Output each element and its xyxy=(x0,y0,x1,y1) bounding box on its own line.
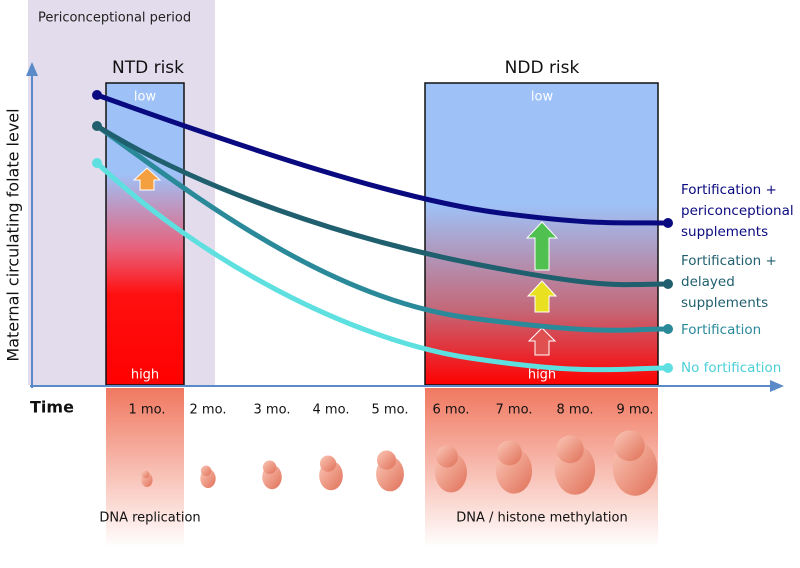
period-label: Periconceptional period xyxy=(38,11,191,26)
curve-label: supplements xyxy=(681,295,768,311)
months: 1 mo. 2 mo. 3 mo. 4 mo. 5 mo. 6 mo. 7 mo. 8 mo.… xyxy=(129,403,654,418)
region-high: high xyxy=(528,368,556,383)
region-high: high xyxy=(131,368,159,383)
curve xyxy=(96,92,669,226)
month-label: 4 mo. xyxy=(313,403,350,418)
process-label: DNA replication xyxy=(99,511,200,526)
curve-label: Fortification + xyxy=(681,182,777,198)
region-low: low xyxy=(531,90,554,105)
x-axis-label: Time xyxy=(30,398,74,417)
month-label: 6 mo. xyxy=(433,403,470,418)
curve-label: supplements xyxy=(681,224,768,240)
curve-label: periconceptional xyxy=(681,203,794,219)
region-low: low xyxy=(134,90,157,105)
embryo-head xyxy=(556,435,584,464)
curve-label: Fortification + xyxy=(681,253,777,269)
axis-arrow xyxy=(770,380,784,392)
month-label: 1 mo. xyxy=(129,403,166,418)
embryos xyxy=(141,430,658,496)
axis-arrow xyxy=(26,62,38,76)
curve-dot xyxy=(92,90,102,100)
curve xyxy=(95,123,669,333)
curve-dot xyxy=(92,158,102,168)
curve-dot xyxy=(92,121,102,131)
curve-labels: Fortification + periconceptional supplem… xyxy=(681,182,794,376)
curve-dot xyxy=(663,279,673,289)
embryo-head xyxy=(614,430,645,462)
arrow xyxy=(526,280,558,313)
curve-label: delayed xyxy=(681,274,735,290)
month-label: 3 mo. xyxy=(254,403,291,418)
curve xyxy=(95,123,669,288)
month-label: 9 mo. xyxy=(617,403,654,418)
arrow xyxy=(525,221,559,271)
embryo-head xyxy=(319,455,337,472)
curve-dot xyxy=(663,218,673,228)
curve-label: Fortification xyxy=(681,322,761,338)
curve xyxy=(95,161,669,373)
fade-band xyxy=(106,388,184,548)
month-label: 2 mo. xyxy=(190,403,227,418)
month-label: 5 mo. xyxy=(372,403,409,418)
region-title: NDD risk xyxy=(505,58,580,78)
month-label: 7 mo. xyxy=(496,403,533,418)
region-title: NTD risk xyxy=(112,58,184,78)
embryo-head xyxy=(436,445,458,468)
arrow xyxy=(132,167,162,191)
embryo-head xyxy=(497,440,522,466)
y-axis-label: Maternal circulating folate level xyxy=(4,108,23,361)
embryo-head xyxy=(141,470,150,479)
embryo-head xyxy=(200,465,212,477)
month-label: 8 mo. xyxy=(557,403,594,418)
curve-dot xyxy=(663,363,673,373)
embryo-head xyxy=(262,460,277,474)
curve-label: No fortification xyxy=(681,360,781,376)
process-label: DNA / histone methylation xyxy=(456,511,628,526)
embryo-head xyxy=(376,450,397,470)
curve-dot xyxy=(663,324,673,334)
arrow xyxy=(527,327,557,356)
ntd-region xyxy=(105,82,185,386)
